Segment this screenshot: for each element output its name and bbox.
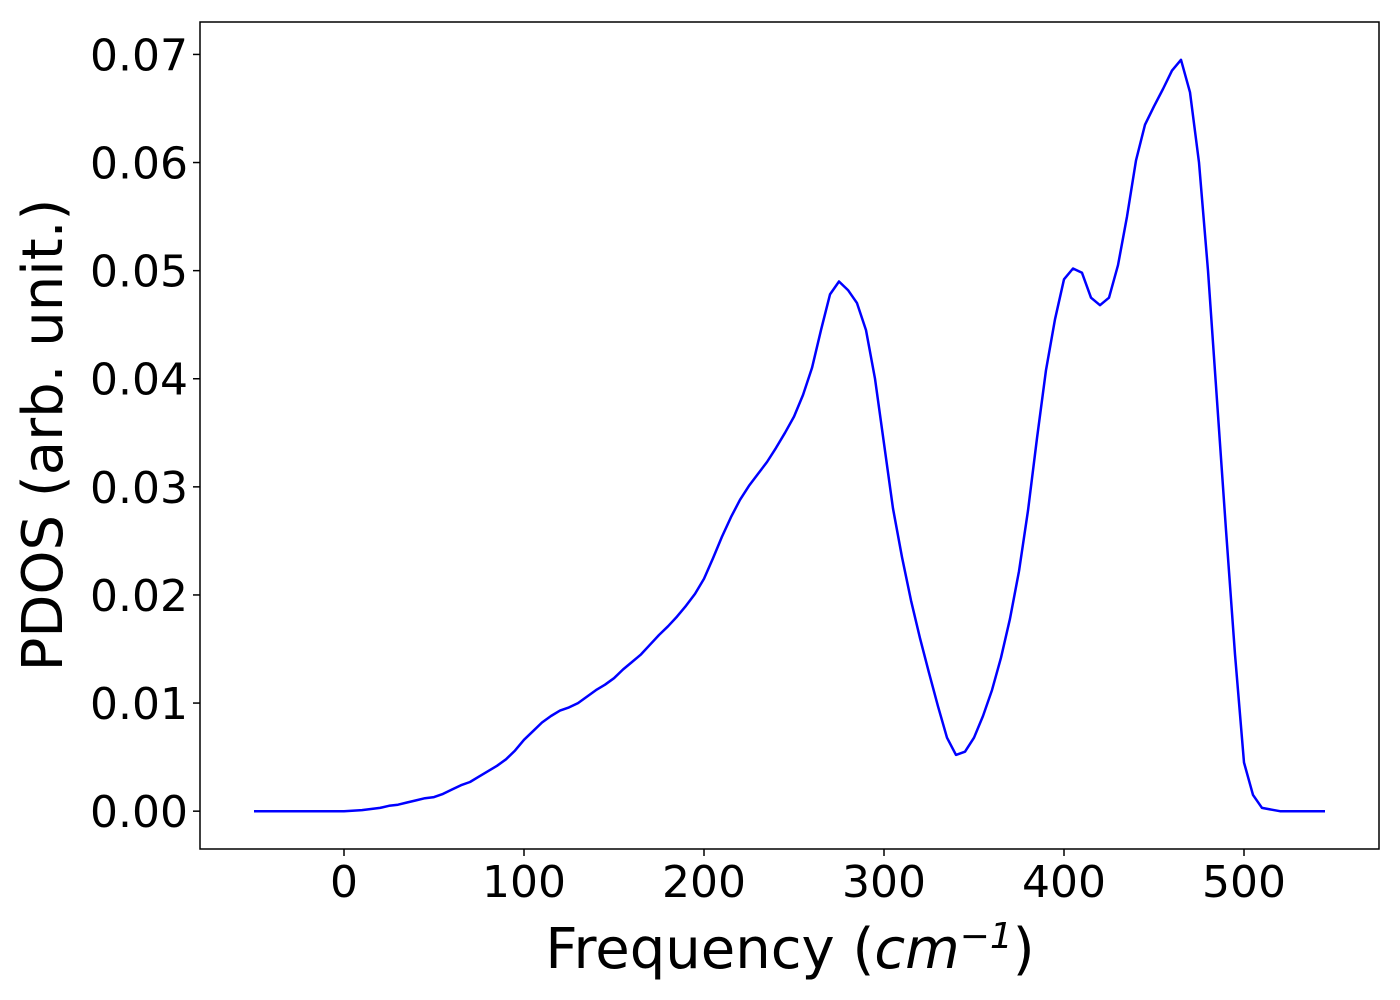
y-tick-label: 0.03 bbox=[90, 463, 188, 514]
plot-area bbox=[254, 58, 1325, 813]
x-tick-label: 0 bbox=[330, 857, 358, 908]
y-tick-label: 0.00 bbox=[90, 787, 188, 838]
y-tick-label: 0.06 bbox=[90, 139, 188, 190]
plot-frame bbox=[199, 21, 1380, 850]
series-line bbox=[254, 58, 1325, 813]
y-tick-label: 0.05 bbox=[90, 247, 188, 298]
x-axis: 0 100 200 300 400 500 bbox=[330, 849, 1286, 908]
y-axis: 0.00 0.01 0.02 0.03 0.04 0.05 0.06 0.07 bbox=[90, 30, 200, 838]
x-tick-label: 300 bbox=[842, 857, 926, 908]
y-tick-label: 0.07 bbox=[90, 30, 188, 81]
x-tick-label: 100 bbox=[482, 857, 566, 908]
x-tick-label: 200 bbox=[662, 857, 746, 908]
x-tick-label: 400 bbox=[1022, 857, 1106, 908]
x-tick-label: 500 bbox=[1202, 857, 1286, 908]
y-axis-label: PDOS (arb. unit.) bbox=[11, 199, 76, 672]
x-axis-label: Frequency (cm−1) bbox=[545, 916, 1034, 983]
y-tick-label: 0.01 bbox=[90, 679, 188, 730]
y-tick-label: 0.04 bbox=[90, 355, 188, 406]
y-tick-label: 0.02 bbox=[90, 571, 188, 622]
